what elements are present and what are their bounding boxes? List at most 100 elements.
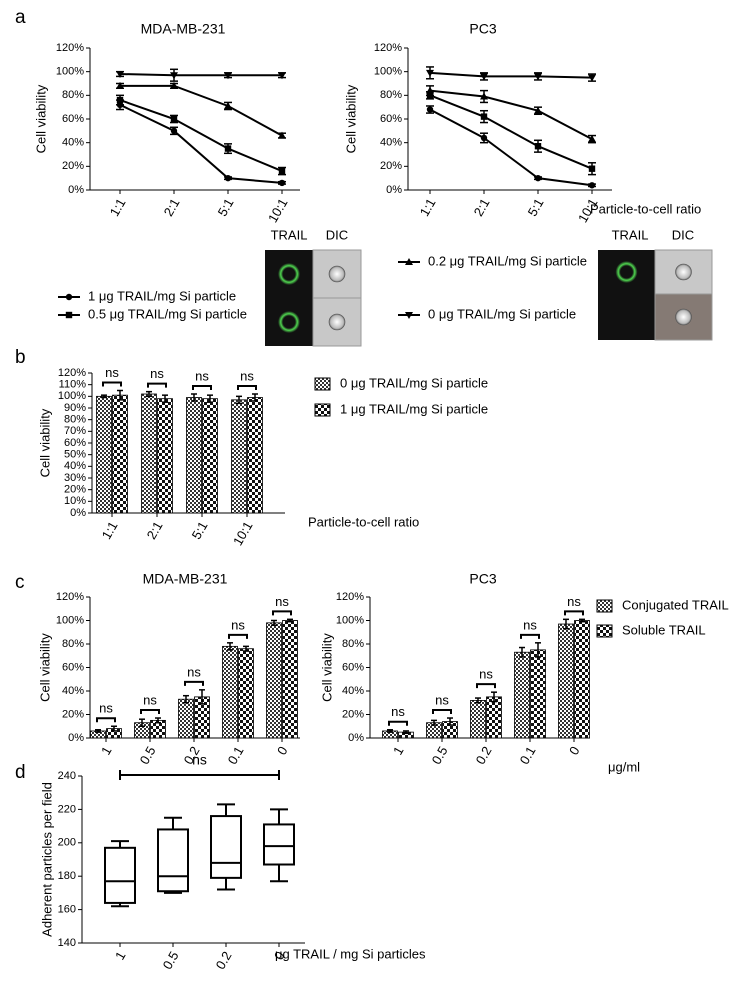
significance-label: ns bbox=[567, 594, 581, 609]
x-tick-label: 1:1 bbox=[417, 196, 439, 219]
dic-cell bbox=[675, 308, 692, 326]
y-axis-label: Cell viability bbox=[319, 633, 334, 702]
marker bbox=[224, 101, 232, 109]
line bbox=[429, 108, 593, 187]
y-tick-label: 20% bbox=[64, 484, 86, 496]
marker bbox=[170, 72, 178, 80]
legend-label: 1 μg TRAIL/mg Si particle bbox=[88, 288, 236, 303]
significance-bracket bbox=[96, 717, 116, 723]
x-tick-label: 0.2 bbox=[473, 744, 495, 767]
box bbox=[157, 828, 189, 893]
marker bbox=[278, 179, 286, 187]
y-tick-label: 200 bbox=[58, 837, 76, 849]
bar bbox=[157, 398, 173, 514]
marker bbox=[116, 81, 124, 89]
significance-label: ns bbox=[192, 752, 207, 768]
dic-image bbox=[312, 297, 362, 347]
y-tick-label: 80% bbox=[64, 414, 86, 426]
bar bbox=[231, 399, 247, 514]
marker bbox=[480, 113, 488, 120]
legend-swatch bbox=[314, 403, 331, 417]
y-tick-label: 40% bbox=[380, 137, 402, 149]
bar bbox=[558, 623, 574, 739]
significance-label: ns bbox=[523, 617, 537, 632]
significance-bracket bbox=[192, 385, 212, 390]
x-axis-label: Particle-to-cell ratio bbox=[590, 201, 701, 216]
significance-bracket bbox=[140, 709, 160, 715]
chart-title: PC3 bbox=[469, 21, 496, 37]
significance-label: ns bbox=[150, 366, 164, 381]
marker bbox=[534, 174, 542, 182]
significance-bracket bbox=[228, 633, 248, 639]
y-tick-label: 60% bbox=[342, 661, 364, 673]
bar bbox=[486, 696, 502, 739]
significance-bracket bbox=[476, 683, 496, 689]
significance-label: ns bbox=[105, 365, 119, 380]
line bbox=[119, 99, 283, 172]
y-tick-label: 70% bbox=[64, 425, 86, 437]
y-tick-label: 120% bbox=[58, 367, 86, 379]
y-tick-label: 140 bbox=[58, 937, 76, 949]
significance-bracket bbox=[102, 381, 122, 387]
legend-label: 0.2 μg TRAIL/mg Si particle bbox=[428, 253, 587, 268]
marker bbox=[278, 131, 286, 139]
x-tick-label: 0.1 bbox=[225, 744, 247, 767]
marker bbox=[116, 96, 124, 104]
y-axis-label: Cell viability bbox=[33, 84, 48, 153]
marker bbox=[534, 106, 542, 114]
y-tick-label: 0% bbox=[386, 184, 402, 196]
x-tick-label: 0.5 bbox=[137, 744, 159, 767]
significance-label: ns bbox=[195, 368, 209, 383]
y-tick-label: 60% bbox=[62, 661, 84, 673]
significance-label: ns bbox=[275, 594, 289, 609]
marker bbox=[116, 71, 124, 79]
y-tick-label: 40% bbox=[64, 460, 86, 472]
legend-label: Soluble TRAIL bbox=[622, 622, 706, 637]
y-tick-label: 80% bbox=[342, 638, 364, 650]
x-tick-label: 0.5 bbox=[429, 744, 451, 767]
y-tick-label: 40% bbox=[342, 685, 364, 697]
bar bbox=[141, 393, 157, 514]
x-tick-label: 0.1 bbox=[517, 744, 539, 767]
y-tick-label: 100% bbox=[56, 614, 84, 626]
x-tick-label: 0 bbox=[274, 744, 291, 758]
marker bbox=[170, 115, 178, 123]
marker bbox=[278, 72, 286, 80]
bar bbox=[202, 398, 218, 514]
bar bbox=[178, 698, 194, 739]
significance-bracket bbox=[272, 610, 292, 616]
y-axis-label: Adherent particles per field bbox=[39, 782, 54, 937]
y-tick-label: 240 bbox=[58, 770, 76, 782]
significance-bracket bbox=[432, 709, 452, 715]
y-tick-label: 0% bbox=[68, 184, 84, 196]
line bbox=[119, 103, 283, 184]
y-tick-label: 100% bbox=[374, 66, 402, 78]
significance-label: ns bbox=[99, 701, 113, 716]
significance-label: ns bbox=[479, 667, 493, 682]
x-tick-label: 2:1 bbox=[161, 196, 183, 219]
bar bbox=[222, 645, 238, 739]
marker bbox=[224, 174, 232, 182]
trail-cell bbox=[615, 261, 638, 283]
marker bbox=[426, 86, 434, 94]
bar bbox=[96, 395, 112, 514]
y-tick-label: 80% bbox=[380, 89, 402, 101]
bar bbox=[186, 397, 202, 514]
x-axis-label: μg TRAIL / mg Si particles bbox=[275, 946, 426, 961]
x-tick-label: 0.5 bbox=[160, 949, 182, 972]
x-tick-label: 10:1 bbox=[265, 196, 291, 225]
image-label: DIC bbox=[672, 227, 694, 242]
y-tick-label: 90% bbox=[64, 402, 86, 414]
bar bbox=[266, 622, 282, 739]
x-axis-label: μg/ml bbox=[608, 759, 640, 774]
marker bbox=[480, 134, 488, 142]
significance-label: ns bbox=[187, 664, 201, 679]
significance-bracket bbox=[147, 382, 167, 388]
legend-marker bbox=[405, 258, 413, 265]
dic-cell bbox=[328, 313, 346, 331]
legend-label: 0 μg TRAIL/mg Si particle bbox=[428, 306, 576, 321]
y-axis-label: Cell viability bbox=[343, 84, 358, 153]
legend-swatch bbox=[596, 624, 613, 638]
x-tick-label: 5:1 bbox=[215, 196, 237, 219]
x-tick-label: 1:1 bbox=[99, 519, 121, 542]
